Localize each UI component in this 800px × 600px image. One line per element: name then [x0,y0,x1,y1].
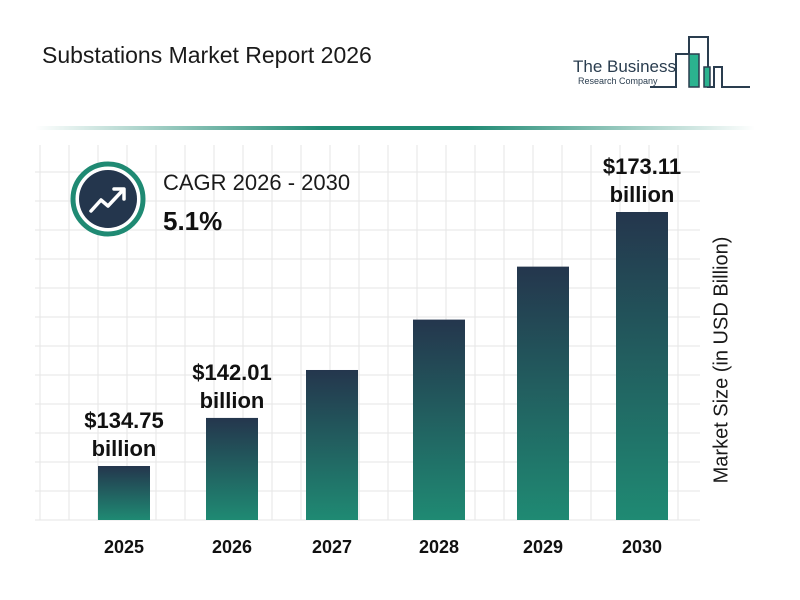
x-tick-label: 2029 [523,537,563,557]
bar-2026 [206,417,258,520]
cagr-icon [70,161,146,237]
x-tick-label: 2025 [104,537,144,557]
data-label: $134.75 billion [84,408,164,461]
divider [35,126,755,130]
y-axis-label: Market Size (in USD Billion) [710,236,733,484]
cagr-label: CAGR 2026 - 2030 [163,170,351,195]
logo-line2: Research Company [578,76,658,86]
trend-up-icon [89,188,125,213]
x-tick-label: 2030 [622,537,662,557]
page-title: Substations Market Report 2026 [42,42,372,68]
bar-2030 [616,212,668,520]
x-tick-label: 2028 [419,537,459,557]
bar-2025 [98,466,150,520]
bar-2028 [413,319,465,520]
bar-2029 [517,266,569,520]
cagr-value: 5.1% [163,206,223,236]
data-label: $142.01 billion [192,360,272,413]
x-tick-label: 2026 [212,537,252,557]
logo-line1: The Business [573,57,676,76]
x-tick-label: 2027 [312,537,352,557]
bar-2027 [306,369,358,520]
data-label: $173.11 billion [603,154,681,207]
